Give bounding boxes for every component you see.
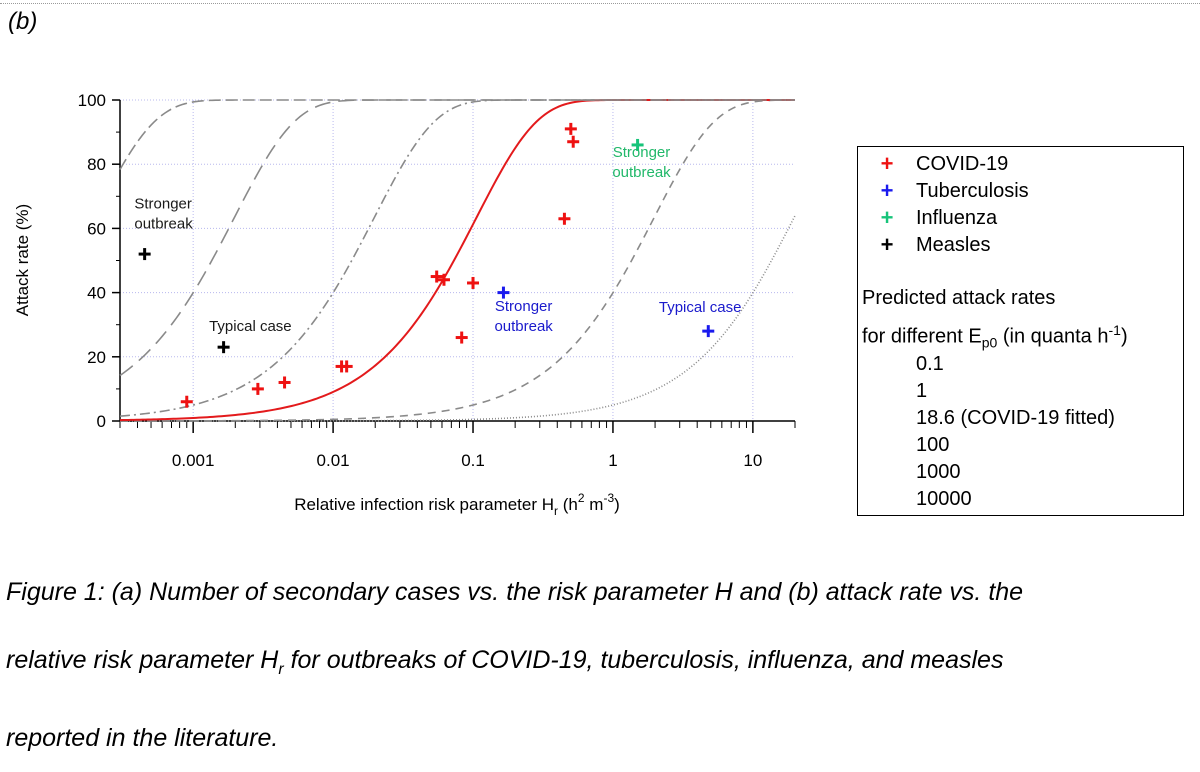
chart-legend: + COVID-19 + Tuberculosis + Influenza + …: [857, 146, 1184, 516]
curve-ep0-10000: [119, 99, 795, 170]
figure-caption: Figure 1: (a) Number of secondary cases …: [6, 558, 1196, 772]
legend-curve-0-1: 0.1: [916, 353, 944, 375]
y-tick-label: 0: [97, 412, 106, 431]
point-covid-19: [437, 273, 450, 286]
point-covid-19: [430, 270, 443, 283]
x-tick-label: 0.1: [461, 451, 485, 470]
caption-line-1: Figure 1: (a) Number of secondary cases …: [6, 578, 1024, 606]
plus-marker-icon: +: [880, 178, 894, 203]
legend-curve-1: 1: [916, 380, 928, 402]
chart-annotation: outbreak: [134, 215, 193, 232]
chart-annotation: outbreak: [612, 164, 671, 181]
chart-annotation: outbreak: [494, 318, 553, 335]
y-tick-label: 80: [87, 155, 106, 174]
caption-line-2: relative risk parameter Hr for outbreaks…: [6, 646, 1004, 678]
curve-ep0-1: [120, 99, 796, 422]
chart-axes: 0 20 40 60 80 100 0.001 0.01 0.1 1 10: [78, 91, 796, 470]
x-tick-label: 1: [608, 451, 617, 470]
y-tick-label: 40: [87, 284, 106, 303]
legend-heading-line1: Predicted attack rates: [862, 287, 1056, 309]
curve-ep0-1000: [119, 99, 795, 377]
legend-curve-1000: 1000: [916, 461, 961, 483]
point-tuberculosis: [702, 325, 715, 338]
plus-marker-icon: +: [880, 232, 894, 257]
point-covid-19: [340, 360, 353, 373]
point-covid-19: [564, 122, 577, 135]
chart-annotation: Typical case: [659, 299, 742, 316]
chart-annotation: Typical case: [209, 318, 292, 335]
caption-line-3: reported in the literature.: [6, 724, 279, 752]
x-tick-label: 0.001: [172, 451, 215, 470]
point-tuberculosis: [497, 286, 510, 299]
top-dotted-border: [0, 3, 1200, 4]
chart-annotation: Stronger: [613, 144, 671, 161]
point-measles: [138, 248, 151, 261]
legend-curve-18-6: 18.6 (COVID-19 fitted): [916, 407, 1115, 429]
legend-curve-10000: 10000: [916, 488, 972, 510]
legend-curve-100: 100: [916, 434, 950, 456]
chart-annotation: Stronger: [495, 298, 553, 315]
point-covid-19: [467, 276, 480, 289]
curve-ep0-0-1: [119, 215, 796, 422]
plus-marker-icon: +: [880, 205, 894, 230]
y-tick-label: 20: [87, 348, 106, 367]
point-covid-19: [251, 382, 264, 395]
point-measles: [217, 341, 230, 354]
chart-annotation: Stronger: [134, 195, 192, 212]
y-tick-label: 60: [87, 219, 106, 238]
x-axis-label: Relative infection risk parameter Hr (h2…: [294, 491, 620, 518]
y-tick-label: 100: [78, 91, 106, 110]
curve-ep0-100: [119, 99, 795, 417]
point-covid-19: [567, 135, 580, 148]
panel-label: (b): [8, 8, 38, 35]
legend-heading-line2: for different Ep0 (in quanta h-1): [862, 322, 1128, 351]
chart-curves: [119, 99, 796, 422]
chart-points: [138, 122, 715, 408]
chart-grid: [120, 99, 795, 421]
x-tick-label: 10: [743, 451, 762, 470]
point-covid-19: [455, 331, 468, 344]
chart-annotations: Stronger outbreak Typical case Stronger outb…: [134, 144, 741, 335]
plus-marker-icon: +: [880, 151, 894, 176]
point-covid-19: [558, 212, 571, 225]
point-influenza: [631, 138, 644, 151]
point-covid-19: [278, 376, 291, 389]
point-covid-19: [180, 395, 193, 408]
attack-rate-chart: 0 20 40 60 80 100 0.001 0.01 0.1 1 10 Stronger outb…: [13, 91, 796, 518]
y-axis-label: Attack rate (%): [13, 204, 32, 316]
x-tick-label: 0.01: [317, 451, 350, 470]
